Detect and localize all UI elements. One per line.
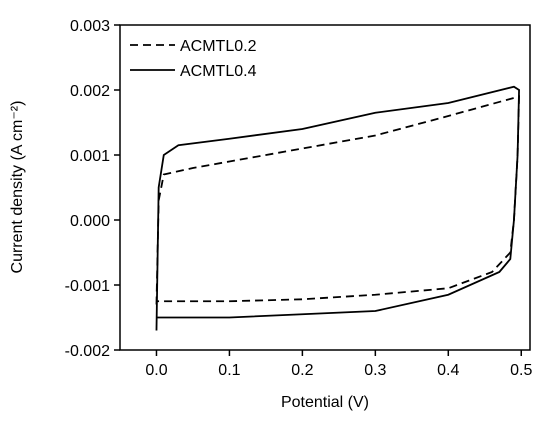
x-tick-label: 0.2 — [291, 362, 313, 379]
y-tick-label: 0.003 — [70, 18, 110, 35]
series-line — [155, 85, 520, 331]
x-tick-label: 0.1 — [218, 362, 240, 379]
y-tick-label: 0.001 — [70, 148, 110, 165]
y-tick-label: 0.000 — [70, 213, 110, 230]
y-tick-label: 0.002 — [70, 83, 110, 100]
x-tick-label: 0.4 — [437, 362, 459, 379]
x-axis-label: Potential (V) — [281, 394, 369, 411]
legend-label: ACMTL0.4 — [180, 63, 257, 80]
y-tick-label: -0.001 — [65, 278, 110, 295]
series-line — [155, 95, 520, 305]
x-tick-label: 0.3 — [364, 362, 386, 379]
plot-frame — [119, 24, 531, 351]
legend-label: ACMTL0.2 — [180, 38, 257, 55]
x-tick-label: 0.0 — [145, 362, 167, 379]
x-tick-label: 0.5 — [510, 362, 532, 379]
y-axis-label: Current density (A cm⁻²) — [9, 101, 26, 274]
y-tick-label: -0.002 — [65, 343, 110, 360]
